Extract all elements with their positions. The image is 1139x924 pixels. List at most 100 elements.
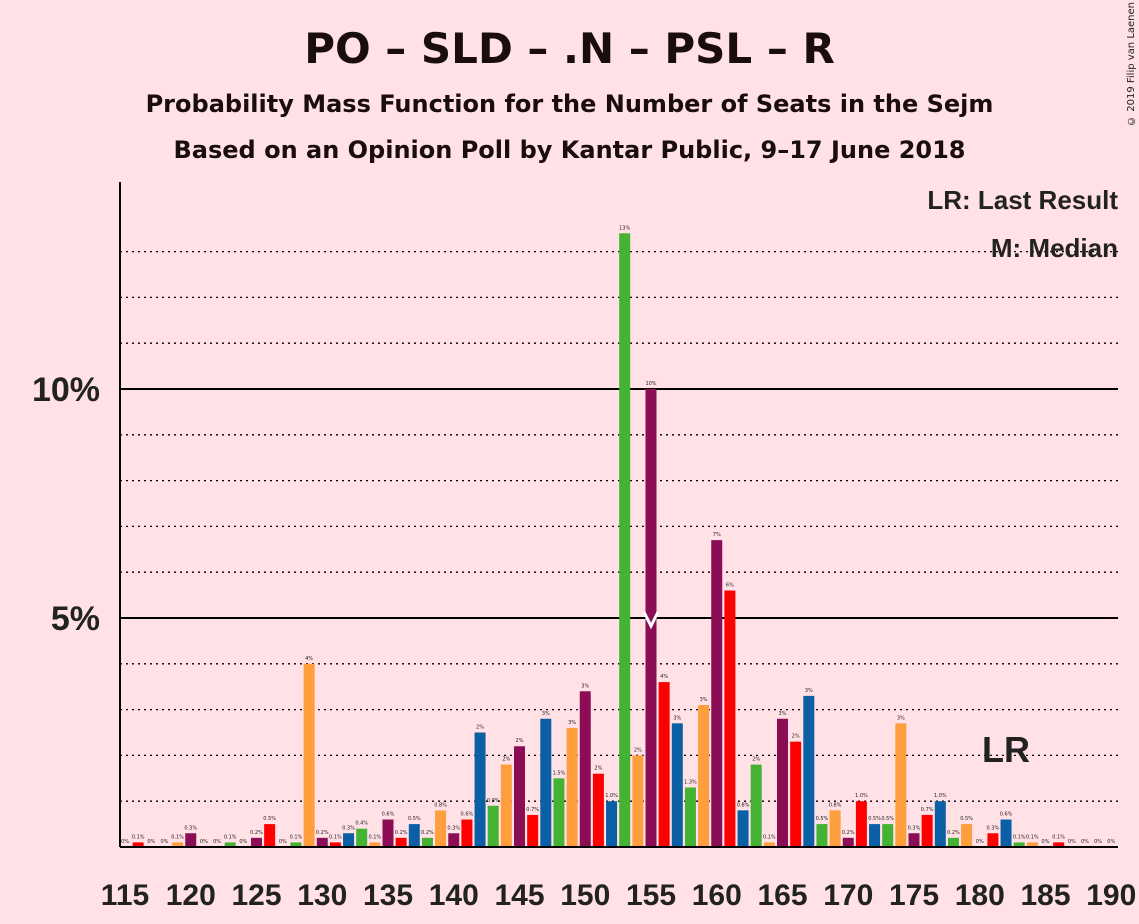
x-tick-label: 165: [757, 879, 807, 912]
bar-seat-125: [251, 837, 262, 847]
bar-label-seat-177: 1.0%: [934, 793, 947, 799]
bar-label-seat-127: 0%: [279, 839, 287, 845]
bar-label-seat-176: 0.7%: [921, 807, 934, 813]
bar-label-seat-120: 0.3%: [184, 825, 197, 831]
bar-label-seat-147: 3%: [542, 711, 550, 717]
bar-label-seat-189: 0%: [1094, 839, 1102, 845]
bar-labels-layer: 0%0.1%0% 0%0.1%0.3%0% 0%0.1%0%0.2%0.5%0%0.…: [121, 225, 1115, 845]
bar-label-seat-165: 3%: [779, 711, 787, 717]
bar-seat-152: [606, 801, 618, 847]
x-tick-label: 170: [823, 879, 873, 912]
bar-label-seat-122: 0%: [213, 839, 221, 845]
bar-label-seat-146: 0.7%: [526, 807, 539, 813]
bar-label-seat-160: 7%: [713, 532, 721, 538]
bar-label-seat-180: 0%: [976, 839, 984, 845]
bar-label-seat-131: 0.1%: [329, 834, 342, 840]
bar-seat-142: [474, 732, 486, 847]
bar-label-seat-126: 0.5%: [263, 816, 276, 822]
bar-label-seat-125: 0.2%: [250, 830, 263, 836]
bar-label-seat-163: 2%: [752, 757, 760, 763]
bar-label-seat-132: 0.3%: [342, 825, 355, 831]
bar-label-seat-156: 4%: [660, 674, 668, 680]
bar-seat-161: [724, 590, 736, 847]
bar-seat-173: [882, 824, 894, 847]
bar-label-seat-123: 0.1%: [224, 834, 237, 840]
bar-seat-170: [842, 837, 854, 847]
bar-seat-153: [619, 233, 631, 847]
bar-label-seat-169: 0.8%: [829, 802, 842, 808]
bar-seat-162: [737, 810, 749, 847]
axes-layer: 5% 10% 115 120 125 130 135 140 145 150 155 160 165 17…: [32, 182, 1136, 912]
bar-label-seat-118: 0%: [160, 839, 168, 845]
bar-seat-143: [487, 805, 499, 847]
bar-label-seat-187: 0%: [1068, 839, 1076, 845]
bar-label-seat-135: 0.6%: [382, 812, 395, 818]
bar-seat-123: [224, 842, 236, 847]
bar-seat-165: [777, 718, 788, 847]
bar-seat-148: [553, 778, 565, 847]
bar-label-seat-150: 3%: [581, 683, 589, 689]
bar-seat-134: [369, 842, 381, 847]
grid-lines: [120, 250, 1118, 802]
bar-label-seat-173: 0.5%: [881, 816, 894, 822]
bar-seat-119: [172, 842, 184, 847]
bar-seat-164: [763, 842, 775, 847]
bar-label-seat-175: 0.3%: [908, 825, 921, 831]
x-tick-label: 125: [231, 879, 281, 912]
bar-label-seat-137: 0.5%: [408, 816, 421, 822]
bar-label-seat-164: 0.1%: [763, 834, 776, 840]
bar-seat-168: [816, 824, 828, 847]
bar-seat-149: [566, 727, 578, 847]
bar-seat-136: [395, 837, 407, 847]
bar-seat-169: [829, 810, 841, 847]
bar-label-seat-158: 1.3%: [684, 779, 697, 785]
bar-seat-166: [790, 741, 802, 847]
bar-label-seat-188: 0%: [1081, 839, 1089, 845]
bar-seat-184: [1026, 842, 1038, 847]
bar-label-seat-171: 1.0%: [855, 793, 868, 799]
bar-label-seat-166: 2%: [792, 734, 800, 740]
bar-seat-174: [895, 723, 907, 847]
bar-seat-133: [356, 828, 368, 847]
bar-seat-159: [698, 705, 710, 847]
bar-seat-181: [987, 833, 999, 847]
legend-median: M: Median: [991, 233, 1118, 263]
x-tick-label: 115: [101, 879, 149, 912]
bar-seat-171: [855, 801, 867, 847]
bar-label-seat-121: 0%: [200, 839, 208, 845]
bar-label-seat-153: 13%: [619, 225, 630, 231]
bar-seat-186: [1053, 842, 1065, 847]
bar-seat-157: [671, 723, 683, 847]
bar-seat-154: [632, 755, 644, 847]
bar-seat-116: [132, 842, 144, 847]
bar-seat-138: [421, 837, 433, 847]
bar-seat-139: [435, 810, 447, 847]
bars-layer: [132, 233, 1065, 847]
bar-label-seat-178: 0.2%: [947, 830, 960, 836]
bar-seat-179: [961, 824, 973, 847]
bar-seat-145: [514, 746, 525, 847]
bar-label-seat-149: 3%: [568, 720, 576, 726]
bar-label-seat-172: 0.5%: [868, 816, 881, 822]
bar-label-seat-141: 0.6%: [461, 812, 474, 818]
bar-label-seat-148: 1.5%: [553, 770, 566, 776]
x-tick-label: 180: [955, 879, 1005, 912]
bar-seat-132: [343, 833, 355, 847]
bar-seat-160: [711, 540, 723, 847]
bar-seat-167: [803, 695, 815, 847]
bar-label-seat-145: 2%: [516, 738, 524, 744]
chart-subtitle: Probability Mass Function for the Number…: [145, 90, 994, 118]
bar-label-seat-134: 0.1%: [368, 834, 381, 840]
chart-title: PO – SLD – .N – PSL – R: [304, 24, 835, 73]
bar-label-seat-182: 0.6%: [1000, 812, 1013, 818]
bar-seat-177: [934, 801, 946, 847]
bar-seat-129: [303, 663, 315, 847]
bar-label-seat-116: 0.1%: [132, 834, 145, 840]
bar-seat-144: [500, 764, 512, 847]
bar-seat-183: [1013, 842, 1025, 847]
x-tick-label: 145: [494, 879, 544, 912]
bar-label-seat-152: 1.0%: [605, 793, 618, 799]
bar-label-seat-179: 0.5%: [960, 816, 973, 822]
bar-label-seat-170: 0.2%: [842, 830, 855, 836]
bar-label-seat-162: 0.8%: [737, 802, 750, 808]
